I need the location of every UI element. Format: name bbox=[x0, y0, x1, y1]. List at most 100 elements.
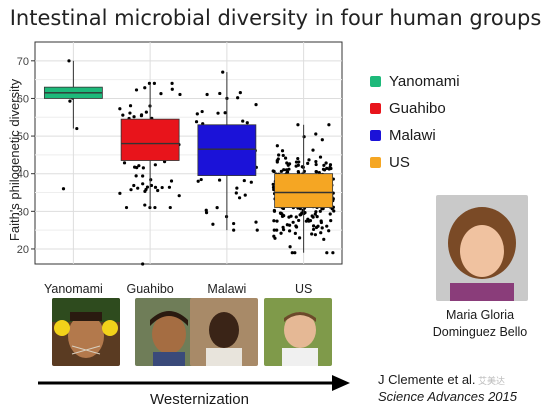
data-point bbox=[293, 251, 297, 255]
data-point bbox=[293, 231, 297, 236]
data-point bbox=[236, 96, 240, 100]
scientist-name: Maria Gloria Dominguez Bello bbox=[410, 307, 550, 341]
data-point bbox=[297, 218, 301, 223]
data-point bbox=[314, 162, 318, 167]
data-point bbox=[139, 114, 144, 118]
data-point bbox=[159, 92, 163, 96]
data-point bbox=[282, 168, 286, 172]
outlier-point bbox=[61, 187, 66, 191]
data-point bbox=[234, 191, 238, 195]
data-point bbox=[68, 99, 72, 103]
data-point bbox=[196, 179, 200, 183]
data-point bbox=[204, 210, 209, 215]
legend-label: Malawi bbox=[389, 126, 436, 144]
data-point bbox=[272, 228, 276, 232]
data-point bbox=[288, 229, 292, 233]
data-point bbox=[221, 70, 225, 74]
data-point bbox=[281, 225, 285, 229]
data-point bbox=[325, 166, 329, 170]
data-point bbox=[177, 194, 181, 198]
data-point bbox=[144, 110, 148, 114]
data-point bbox=[318, 209, 322, 213]
data-point bbox=[276, 157, 280, 161]
data-point bbox=[218, 91, 222, 96]
yanomami-photo bbox=[52, 298, 120, 366]
data-point bbox=[311, 224, 316, 228]
data-point bbox=[299, 212, 303, 217]
x-tick-label: US bbox=[295, 282, 312, 296]
data-point bbox=[121, 113, 125, 117]
data-point bbox=[160, 185, 164, 190]
data-point bbox=[272, 219, 276, 223]
data-point bbox=[279, 231, 283, 235]
citation-journal: Science Advances 2015 bbox=[378, 389, 518, 404]
data-point bbox=[122, 161, 127, 165]
data-point bbox=[271, 182, 275, 187]
data-point bbox=[331, 251, 335, 255]
outlier-point bbox=[141, 262, 145, 266]
data-point bbox=[153, 205, 157, 210]
legend-swatch bbox=[370, 129, 381, 141]
data-point bbox=[128, 104, 133, 108]
data-point bbox=[313, 212, 317, 216]
data-point bbox=[124, 205, 129, 210]
data-point bbox=[275, 228, 279, 232]
data-point bbox=[320, 226, 324, 230]
y-tick-label: 50 bbox=[17, 131, 29, 143]
data-point bbox=[296, 156, 300, 161]
legend-label: Guahibo bbox=[389, 99, 446, 117]
data-point bbox=[306, 161, 310, 165]
x-tick-label: Yanomami bbox=[44, 282, 103, 296]
data-point bbox=[314, 225, 319, 230]
data-point bbox=[319, 231, 323, 235]
westernization-arrow bbox=[38, 375, 350, 391]
data-point bbox=[134, 174, 138, 178]
y-axis-label: Faith's philogenetic diversity bbox=[7, 78, 22, 241]
data-point bbox=[320, 138, 324, 142]
data-point bbox=[287, 215, 291, 219]
data-point bbox=[204, 208, 208, 212]
data-point bbox=[149, 183, 154, 188]
data-point bbox=[215, 206, 219, 210]
scientist-name-line2: Dominguez Bello bbox=[432, 325, 528, 339]
data-point bbox=[249, 180, 253, 184]
data-point bbox=[133, 165, 137, 169]
data-point bbox=[287, 167, 291, 171]
data-point bbox=[118, 191, 122, 195]
data-point bbox=[152, 81, 156, 85]
data-point bbox=[314, 169, 318, 174]
box-us bbox=[274, 173, 334, 208]
data-point bbox=[205, 92, 209, 97]
data-point bbox=[296, 169, 300, 174]
legend-label: US bbox=[389, 153, 410, 171]
data-point bbox=[238, 91, 242, 95]
data-point bbox=[275, 219, 279, 223]
data-point bbox=[141, 182, 145, 186]
data-point bbox=[300, 165, 304, 169]
legend-swatch bbox=[370, 75, 381, 87]
legend-swatch bbox=[370, 156, 381, 168]
data-point bbox=[272, 234, 276, 238]
data-point bbox=[143, 203, 147, 207]
data-point bbox=[321, 167, 326, 171]
data-point bbox=[275, 160, 279, 164]
us-photo bbox=[264, 298, 332, 366]
data-point bbox=[118, 107, 122, 111]
data-point bbox=[153, 185, 158, 189]
data-point bbox=[67, 59, 71, 63]
data-point bbox=[329, 219, 333, 223]
data-point bbox=[223, 111, 227, 115]
y-tick-label: 30 bbox=[17, 206, 29, 218]
x-tick-label: Guahibo bbox=[126, 282, 173, 296]
data-point bbox=[211, 222, 215, 226]
data-point bbox=[141, 174, 145, 178]
y-tick-label: 20 bbox=[17, 244, 29, 256]
data-point bbox=[243, 193, 247, 197]
box-malawi bbox=[197, 124, 257, 176]
data-point bbox=[132, 183, 136, 188]
data-point bbox=[145, 185, 150, 189]
data-point bbox=[275, 144, 279, 148]
data-point bbox=[281, 228, 286, 232]
data-point bbox=[195, 112, 199, 116]
data-point bbox=[194, 120, 199, 124]
